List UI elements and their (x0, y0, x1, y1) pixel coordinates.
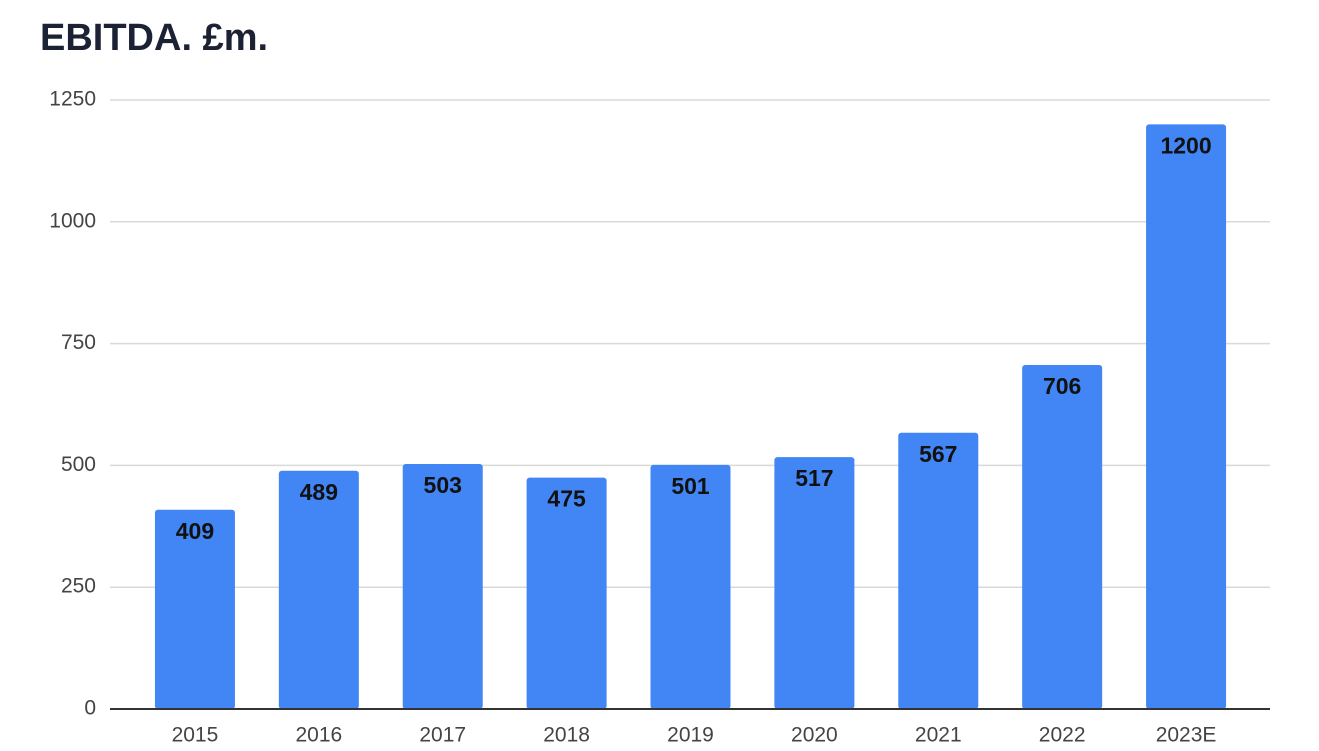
y-tick-label: 750 (61, 331, 96, 354)
data-label: 475 (547, 486, 586, 512)
bar (650, 464, 731, 709)
bar (774, 457, 855, 709)
x-tick-label: 2020 (791, 724, 838, 747)
data-label: 489 (300, 479, 338, 505)
y-tick-label: 1000 (49, 209, 96, 232)
bar (1022, 365, 1103, 709)
bar (402, 463, 483, 709)
x-tick-label: 2015 (172, 724, 219, 747)
data-label: 501 (671, 473, 710, 499)
x-tick-label: 2023E (1156, 724, 1217, 747)
x-tick-label: 2022 (1039, 724, 1086, 747)
y-tick-label: 1250 (49, 88, 96, 111)
data-label: 503 (424, 472, 462, 498)
y-tick-label: 250 (61, 575, 96, 598)
x-tick-label: 2018 (543, 724, 590, 747)
data-label: 1200 (1160, 132, 1211, 158)
bar (154, 509, 235, 709)
data-label: 517 (795, 465, 833, 491)
y-tick-label: 0 (84, 697, 96, 720)
chart-title: EBITDA. £m. (40, 17, 268, 59)
bar (898, 432, 979, 709)
x-tick-label: 2019 (667, 724, 714, 747)
data-label: 567 (919, 441, 957, 467)
data-label: 706 (1043, 373, 1081, 399)
y-tick-label: 500 (61, 453, 96, 476)
x-tick-label: 2021 (915, 724, 962, 747)
bar (526, 477, 607, 709)
data-label: 409 (176, 518, 214, 544)
bar (1146, 124, 1227, 710)
bar (278, 470, 359, 709)
x-tick-label: 2016 (295, 724, 342, 747)
x-tick-label: 2017 (419, 724, 466, 747)
